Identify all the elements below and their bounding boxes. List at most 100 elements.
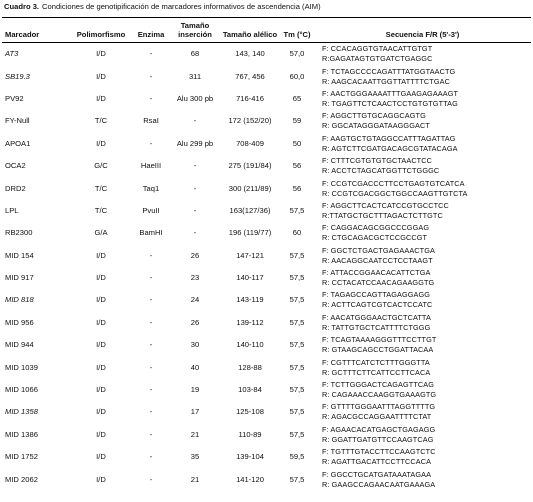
sequence-cell: F: CAGGACAGCGGCCCGGAG R: CTGCAGACGCTCCGCC… bbox=[314, 222, 531, 244]
table-row: OCA2 G/C HaeIII - 275 (191/84) 56 F: CTTTCGTGT… bbox=[2, 155, 531, 177]
table-row: APOA1 I/D - Alu 299 pb 708-409 50 F: AAGTGCTGT… bbox=[2, 133, 531, 155]
sequence-cell: F: CCACAGGTGTAACATTGTGT R:GAGATAGTGTGATCT… bbox=[314, 43, 531, 66]
reverse-primer: R: TATTGTGCTCATTTTCTGGG bbox=[322, 322, 431, 332]
forward-primer: F: TGTTTGTACCTTCCAAGTCTC bbox=[322, 447, 436, 457]
table-row: MID 2062 I/D - 21 141-120 57,5 F: GGCCTGCATGAT… bbox=[2, 468, 531, 490]
cell: I/D bbox=[96, 362, 106, 372]
reverse-primer: R: GGATTGATGTTCCAAGTCAG bbox=[322, 434, 434, 444]
cell: MID 1358 bbox=[5, 407, 38, 417]
cell: I/D bbox=[96, 340, 106, 350]
sequence-cell: F: GTTTTGGGAATTTAGGTTTTG R: AGACGCCAGGAAT… bbox=[314, 401, 531, 423]
cell: 56 bbox=[292, 183, 302, 193]
cell: 21 bbox=[190, 474, 200, 484]
table-row: MID 1358 I/D - 17 125-108 57,5 F: GTTTTGGGAATT… bbox=[2, 401, 531, 423]
forward-primer: F: TCAGTAAAAGGGTTTCCTTGT bbox=[322, 335, 437, 345]
forward-primer: F: TCTAGCCCCAGATTTATGGTAACTG bbox=[322, 66, 456, 76]
cell: - bbox=[149, 250, 153, 260]
cell: 163(127/36) bbox=[229, 205, 271, 215]
cell: 57,5 bbox=[289, 474, 305, 484]
table-row: DRD2 T/C Taq1 - 300 (211/89) 56 F: CCGTCGACCCT… bbox=[2, 177, 531, 199]
cell: Alu 299 pb bbox=[176, 138, 214, 148]
cell: HaeIII bbox=[140, 161, 162, 171]
cell: I/D bbox=[96, 385, 106, 395]
cell: 59,5 bbox=[289, 452, 305, 462]
table-row: RB2300 G/A BamHI - 196 (119/77) 60 F: CAGGACAG… bbox=[2, 222, 531, 244]
cell: 275 (191/84) bbox=[228, 161, 272, 171]
reverse-primer: R: GGCATAGGGATAAGGGACT bbox=[322, 121, 430, 131]
forward-primer: F: AAGTGCTGTAGGCCATTTAGATTAG bbox=[322, 133, 456, 143]
table-row: MID 917 I/D - 23 140-117 57,5 F: ATTACCGGAACAC… bbox=[2, 267, 531, 289]
cell: 140-117 bbox=[236, 273, 264, 283]
cell: 57,5 bbox=[289, 317, 305, 327]
cell: - bbox=[193, 228, 197, 238]
forward-primer: F: GGCCTGCATGATAAATAGAA bbox=[322, 469, 432, 479]
cell: 23 bbox=[190, 273, 200, 283]
forward-primer: F: GTTTTGGGAATTTAGGTTTTG bbox=[322, 402, 436, 412]
cell: - bbox=[149, 295, 153, 305]
cell: 57,5 bbox=[289, 340, 305, 350]
column-header: Tamaño inserción bbox=[170, 17, 220, 43]
cell: 125-108 bbox=[236, 407, 264, 417]
cell: 147-121 bbox=[236, 250, 264, 260]
forward-primer: F: AACTGGGAAAATTTGAAGAGAAAGT bbox=[322, 88, 459, 98]
cell: 17 bbox=[190, 407, 200, 417]
cell: 57,0 bbox=[289, 49, 305, 59]
sequence-cell: F: AGAACACATGAGCTGAGAGG R: GGATTGATGTTCCA… bbox=[314, 424, 531, 446]
cell: 57,5 bbox=[289, 205, 305, 215]
cell: 139-112 bbox=[236, 317, 264, 327]
sequence-cell: F: CTTTCGTGTGTGCTAACTCC R: ACCTCTAGCATGGT… bbox=[314, 155, 531, 177]
cell: MID 1386 bbox=[5, 429, 38, 439]
cell: 59 bbox=[292, 116, 302, 126]
cell: 40 bbox=[190, 362, 200, 372]
table-body: AT3 I/D - 68 143, 140 57,0 F: CCACAGGTGTAACATT… bbox=[2, 43, 531, 491]
cell: I/D bbox=[96, 138, 106, 148]
cell: 57,5 bbox=[289, 250, 305, 260]
cell: MID 1066 bbox=[5, 385, 38, 395]
cell: T/C bbox=[94, 205, 108, 215]
reverse-primer: R: CCGTCGACGGCTGGCCAAGTTGTCTA bbox=[322, 188, 468, 198]
forward-primer: F: CGTTTCATCTCTTTGGGTTA bbox=[322, 357, 430, 367]
cell: 60 bbox=[292, 228, 302, 238]
sequence-cell: F: TCAGTAAAAGGGTTTCCTTGT R: GTAAGCAGCCTGG… bbox=[314, 334, 531, 356]
column-header: Tm (°C) bbox=[280, 17, 314, 43]
cell: PV92 bbox=[5, 93, 24, 103]
column-header: Secuencia F/R (5'-3') bbox=[314, 17, 531, 43]
cell: - bbox=[149, 362, 153, 372]
table-row: SB19.3 I/D - 311 767, 456 60,0 F: TCTAGCCCCAGA… bbox=[2, 65, 531, 87]
sequence-cell: F: CGTTTCATCTCTTTGGGTTA R: GCTTTCTTCATTCC… bbox=[314, 356, 531, 378]
sequence-cell: F: TCTTGGGACTCAGAGTTCAG R: CAGAAACCAAGGTG… bbox=[314, 379, 531, 401]
forward-primer: F: CCACAGGTGTAACATTGTGT bbox=[322, 44, 433, 54]
table-row: MID 944 I/D - 30 140-110 57,5 F: TCAGTAAAAGGGT… bbox=[2, 334, 531, 356]
sequence-cell: F: TAGAGCCAGTTAGAGGAGG R: ACTTCAGTCGTCACT… bbox=[314, 289, 531, 311]
cell: - bbox=[149, 138, 153, 148]
table-row: FY-Null T/C RsaI - 172 (152/20) 59 F: AGGCTTGT… bbox=[2, 110, 531, 132]
reverse-primer: R: AAGCACAATTGGTTATTTTCTGAC bbox=[322, 76, 450, 86]
cell: 50 bbox=[292, 138, 302, 148]
cell: MID 1752 bbox=[5, 452, 38, 462]
cell: 57,5 bbox=[289, 429, 305, 439]
table-row: AT3 I/D - 68 143, 140 57,0 F: CCACAGGTGTAACATT… bbox=[2, 43, 531, 66]
cell: - bbox=[193, 183, 197, 193]
cell: - bbox=[149, 407, 153, 417]
reverse-primer: R: GTAAGCAGCCTGGATTACAA bbox=[322, 345, 434, 355]
cell: MID 818 bbox=[5, 295, 34, 305]
header-row: Marcador Polimorfismo Enzima Tamaño inserci… bbox=[2, 17, 531, 43]
cell: 57,5 bbox=[289, 407, 305, 417]
cell: 311 bbox=[188, 71, 202, 81]
cell: 140-110 bbox=[236, 340, 264, 350]
cell: RB2300 bbox=[5, 228, 33, 238]
sequence-cell: F: TCTAGCCCCAGATTTATGGTAACTG R: AAGCACAAT… bbox=[314, 65, 531, 87]
cell: 716-416 bbox=[236, 93, 264, 103]
reverse-primer: R: AGTCTTCGATGACAGCGTATACAGA bbox=[322, 143, 458, 153]
table-row: MID 1066 I/D - 19 103-84 57,5 F: TCTTGGGACTCAG… bbox=[2, 379, 531, 401]
column-header: Marcador bbox=[2, 17, 70, 43]
reverse-primer: R: AGACGCCAGGAATTTTCTAT bbox=[322, 412, 432, 422]
cell: I/D bbox=[96, 452, 106, 462]
sequence-cell: F: GGCCTGCATGATAAATAGAA R: GAAGCCAGAACAAT… bbox=[314, 468, 531, 490]
cell: G/A bbox=[94, 228, 108, 238]
reverse-primer: R: TGAGTTCTCAACTCCTGTGTGTTAG bbox=[322, 98, 458, 108]
data-table: Marcador Polimorfismo Enzima Tamaño inserci… bbox=[2, 17, 531, 491]
cell: - bbox=[149, 71, 153, 81]
cell: I/D bbox=[96, 273, 106, 283]
forward-primer: F: CCGTCGACCCTTCCTGAGTGTCATCA bbox=[322, 178, 465, 188]
